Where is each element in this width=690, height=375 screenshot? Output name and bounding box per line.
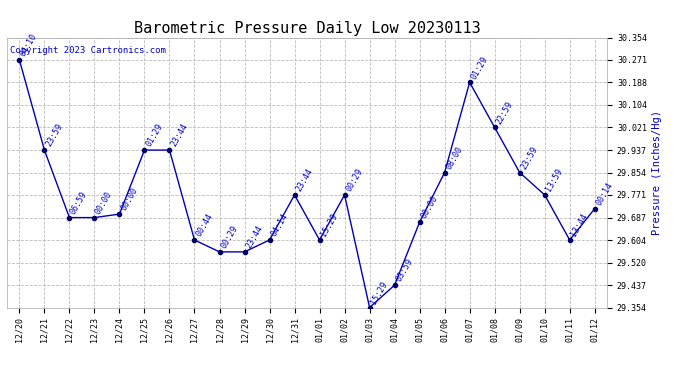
Text: 03:59: 03:59 <box>394 257 415 283</box>
Text: 00:00: 00:00 <box>419 194 440 220</box>
Text: 00:00: 00:00 <box>94 190 115 216</box>
Text: 01:29: 01:29 <box>469 54 489 81</box>
Text: 00:29: 00:29 <box>344 167 364 193</box>
Y-axis label: Pressure (Inches/Hg): Pressure (Inches/Hg) <box>653 110 662 235</box>
Text: 06:59: 06:59 <box>69 190 89 216</box>
Text: 13:44: 13:44 <box>569 212 589 238</box>
Text: 04:14: 04:14 <box>269 212 289 238</box>
Text: 23:44: 23:44 <box>244 224 264 250</box>
Text: 23:59: 23:59 <box>44 122 64 148</box>
Text: 23:44: 23:44 <box>294 167 315 193</box>
Text: 00:14: 00:14 <box>594 181 615 207</box>
Text: 00:44: 00:44 <box>194 212 215 238</box>
Text: 08:00: 08:00 <box>444 145 464 171</box>
Text: 23:44: 23:44 <box>169 122 189 148</box>
Text: 15:29: 15:29 <box>369 280 389 306</box>
Text: 00:29: 00:29 <box>219 224 239 250</box>
Text: 04:10: 04:10 <box>19 32 39 58</box>
Text: 22:59: 22:59 <box>494 99 515 126</box>
Text: 00:00: 00:00 <box>119 186 139 212</box>
Text: 15:29: 15:29 <box>319 212 339 238</box>
Text: 13:59: 13:59 <box>544 167 564 193</box>
Text: Copyright 2023 Cartronics.com: Copyright 2023 Cartronics.com <box>10 46 166 55</box>
Text: 01:29: 01:29 <box>144 122 164 148</box>
Title: Barometric Pressure Daily Low 20230113: Barometric Pressure Daily Low 20230113 <box>134 21 480 36</box>
Text: 23:59: 23:59 <box>519 145 540 171</box>
